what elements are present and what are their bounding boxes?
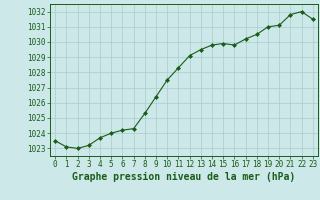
X-axis label: Graphe pression niveau de la mer (hPa): Graphe pression niveau de la mer (hPa) bbox=[72, 172, 296, 182]
